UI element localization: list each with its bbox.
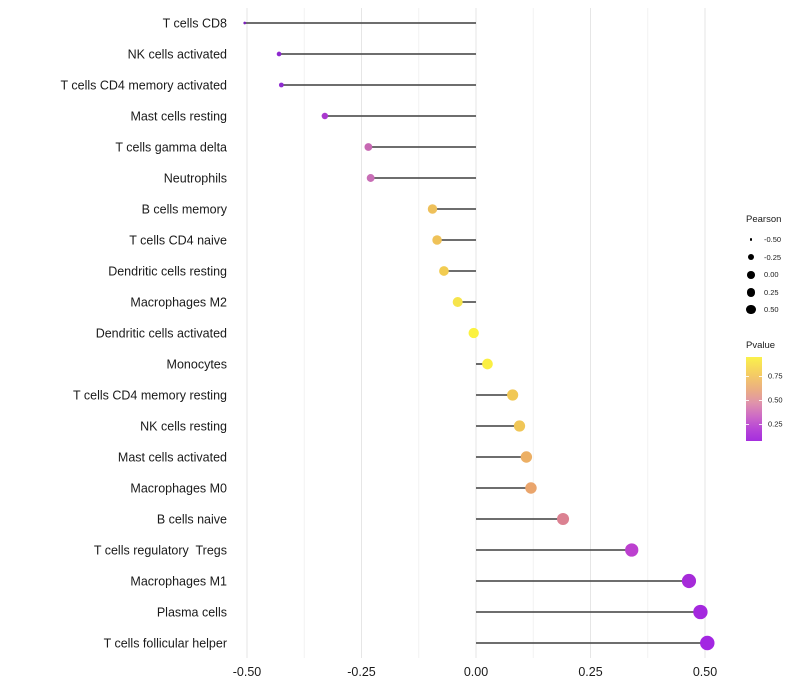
lollipop-dot	[364, 143, 373, 151]
legend-size-dot-icon	[746, 305, 756, 315]
pvalue-gradient-bar	[746, 356, 762, 441]
legend-pearson-title: Pearson	[746, 214, 782, 225]
legend-size-entry: 0.25	[736, 284, 800, 302]
lollipop-dot	[439, 266, 449, 276]
x-axis-tick-label: 0.50	[693, 665, 717, 679]
legend-pvalue-label: 0.75	[768, 371, 783, 381]
y-axis-label: T cells CD4 naive	[129, 234, 227, 248]
legend-pvalue-gradient-wrap: 0.75 0.50 0.25	[746, 356, 800, 441]
y-axis-label: Mast cells activated	[118, 451, 227, 465]
lollipop-dot	[525, 482, 537, 494]
y-axis-label: Macrophages M2	[130, 296, 227, 310]
x-axis-tick-label: 0.00	[464, 665, 488, 679]
lollipop-dot	[427, 204, 438, 214]
legend-size-label: -0.25	[764, 252, 782, 262]
y-axis-label: Plasma cells	[157, 606, 227, 620]
lollipop-dot	[366, 174, 375, 182]
legend-size-label: 0.25	[764, 287, 779, 297]
legend-pvalue-label: 0.25	[768, 419, 783, 429]
x-axis-tick-label: -0.25	[347, 665, 376, 679]
lollipop-dot	[278, 82, 284, 88]
y-axis-label: T cells CD8	[163, 17, 227, 31]
lollipop-dot	[276, 51, 282, 57]
lollipop-dot	[693, 604, 708, 620]
legend-size-entry: -0.25	[736, 249, 800, 267]
lollipop-dot	[520, 451, 533, 463]
legend-size-dot-box	[744, 305, 758, 315]
lollipop-dot	[482, 358, 493, 370]
y-axis-label: T cells CD4 memory resting	[73, 389, 227, 403]
lollipop-dot	[243, 21, 247, 25]
lollipop-dot	[507, 389, 519, 401]
legend-size-dot-icon	[747, 254, 755, 261]
legend-pvalue-color: Pvalue 0.75 0.50 0.25	[736, 340, 800, 441]
y-axis-label: Dendritic cells activated	[96, 327, 227, 341]
legend-size-label: -0.50	[764, 235, 782, 245]
gradient-tick-mark	[759, 400, 762, 402]
legend-size-dot-icon	[747, 270, 755, 279]
y-axis-label: T cells regulatory Tregs	[94, 544, 227, 558]
lollipop-dot	[468, 327, 479, 339]
lollipop-dot	[556, 512, 570, 526]
legend-size-entry: -0.50	[736, 231, 800, 249]
legend-size-dot-icon	[749, 238, 753, 242]
lollipop-dot	[681, 573, 697, 589]
y-axis-label: NK cells resting	[140, 420, 227, 434]
y-axis-label: Dendritic cells resting	[108, 265, 227, 279]
gradient-tick-mark	[759, 376, 762, 378]
x-axis-tick-label: 0.25	[578, 665, 602, 679]
legend-size-label: 0.00	[764, 270, 779, 280]
lollipop-dot	[452, 297, 463, 307]
legend-pearson-size: Pearson -0.50 -0.25 0.00 0.25 0.50	[736, 214, 800, 319]
y-axis-label: Mast cells resting	[130, 110, 227, 124]
y-axis-label: B cells memory	[142, 203, 228, 217]
lollipop-dot	[625, 543, 639, 557]
legend-pvalue-label: 0.50	[768, 395, 783, 405]
legend-size-entry: 0.50	[736, 301, 800, 319]
y-axis-label: Monocytes	[167, 358, 227, 372]
y-axis-label: NK cells activated	[128, 48, 227, 62]
legend-size-dot-box	[744, 270, 758, 279]
y-axis-label: T cells follicular helper	[104, 637, 227, 651]
y-axis-label: Neutrophils	[164, 172, 227, 186]
lollipop-dot	[700, 635, 715, 651]
y-axis-label: T cells CD4 memory activated	[61, 79, 228, 93]
legend-pearson-entries: -0.50 -0.25 0.00 0.25 0.50	[736, 231, 800, 319]
gradient-tick-mark	[746, 423, 749, 425]
gradient-tick-mark	[746, 400, 749, 402]
legend-size-dot-icon	[746, 287, 756, 297]
y-axis-label: Macrophages M0	[130, 482, 227, 496]
legend-size-entry: 0.00	[736, 266, 800, 284]
legend: Pearson -0.50 -0.25 0.00 0.25 0.50 Pvalue 0.…	[736, 214, 800, 441]
gradient-tick-mark	[759, 423, 762, 425]
y-axis-label: T cells gamma delta	[115, 141, 227, 155]
lollipop-dot	[321, 112, 329, 120]
x-axis-tick-label: -0.50	[233, 665, 262, 679]
gradient-tick-mark	[746, 376, 749, 378]
lollipop-dot	[432, 235, 442, 245]
lollipop-dot	[513, 420, 526, 432]
legend-size-dot-box	[744, 287, 758, 297]
y-axis-label: Macrophages M1	[130, 575, 227, 589]
y-axis-label: B cells naive	[157, 513, 227, 527]
legend-pvalue-title: Pvalue	[746, 339, 776, 351]
legend-size-dot-box	[744, 254, 758, 261]
legend-size-dot-box	[744, 238, 758, 242]
legend-size-label: 0.50	[764, 305, 779, 315]
